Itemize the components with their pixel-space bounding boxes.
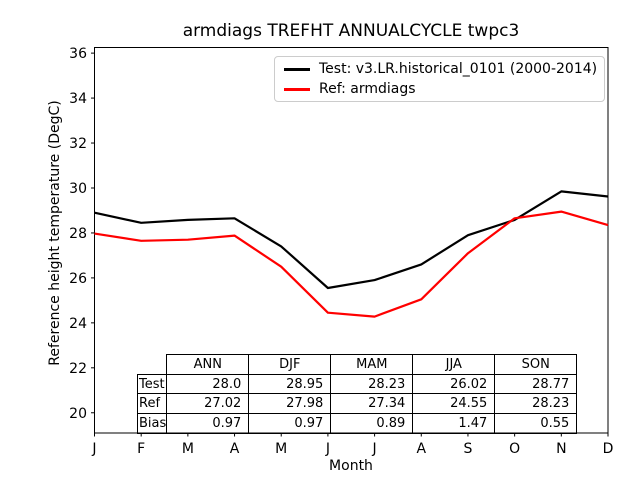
stats-cell: 28.0 (166, 373, 250, 395)
y-tick-label: 28 (69, 226, 87, 242)
x-tick-label: J (372, 441, 377, 457)
stats-table: ANN DJF MAM JJA SON Test 28.0 28.95 28.2… (136, 354, 578, 434)
test-line-sample (284, 67, 310, 71)
stats-cell: 27.02 (166, 393, 250, 415)
stats-cell: 28.77 (494, 373, 578, 395)
x-tick-label: M (275, 441, 287, 457)
x-tick-label: A (230, 441, 240, 457)
stats-col-header: ANN (166, 354, 250, 375)
stats-row-ref: Ref 27.02 27.98 27.34 24.55 28.23 (136, 393, 578, 415)
stats-cell: 28.95 (248, 373, 332, 395)
stats-cell: 27.34 (330, 393, 414, 415)
stats-row-label: Test (136, 373, 168, 395)
x-tick-label: O (509, 441, 520, 457)
stats-cell: 28.23 (330, 373, 414, 395)
y-tick-label: 20 (69, 406, 87, 422)
legend-label-ref: Ref: armdiags (319, 81, 416, 97)
y-tick-label: 22 (69, 361, 87, 377)
stats-row-label: Ref (136, 393, 168, 415)
ref-line-sample (284, 87, 310, 91)
x-axis-label: Month (329, 458, 373, 474)
stats-header-row: ANN DJF MAM JJA SON (138, 354, 578, 375)
x-tick-label: D (603, 441, 614, 457)
stats-row-test: Test 28.0 28.95 28.23 26.02 28.77 (136, 373, 578, 395)
x-tick-label: F (137, 441, 145, 457)
x-tick-label: S (464, 441, 473, 457)
y-tick-label: 26 (69, 271, 87, 287)
y-tick-label: 34 (69, 91, 87, 107)
y-tick-label: 24 (69, 316, 87, 332)
y-tick-label: 32 (69, 136, 87, 152)
stats-corner-cell (138, 355, 167, 375)
legend-item-ref: Ref: armdiags (284, 79, 604, 99)
legend-label-test: Test: v3.LR.historical_0101 (2000-2014) (319, 61, 598, 77)
ref-line (94, 210, 609, 318)
stats-col-header: MAM (330, 354, 414, 375)
chart-title: armdiags TREFHT ANNUALCYCLE twpc3 (182, 21, 520, 41)
stats-cell: 0.97 (248, 413, 332, 434)
y-tick-label: 36 (69, 46, 87, 62)
stats-cell: 26.02 (412, 373, 496, 395)
stats-cell: 24.55 (412, 393, 496, 415)
stats-col-header: DJF (248, 354, 332, 375)
stats-col-header: SON (494, 354, 578, 375)
y-tick-label: 30 (69, 181, 87, 197)
stats-cell: 1.47 (412, 413, 496, 434)
legend: Test: v3.LR.historical_0101 (2000-2014) … (274, 56, 605, 102)
x-tick-label: J (91, 441, 96, 457)
x-tick-label: J (325, 441, 330, 457)
x-tick-label: A (416, 441, 426, 457)
legend-item-test: Test: v3.LR.historical_0101 (2000-2014) (284, 59, 604, 79)
stats-cell: 27.98 (248, 393, 332, 415)
x-tick-label: M (182, 441, 194, 457)
x-tick-label: N (556, 441, 566, 457)
stats-cell: 28.23 (494, 393, 578, 415)
stats-row-bias: Bias 0.97 0.97 0.89 1.47 0.55 (136, 413, 578, 434)
stats-cell: 0.55 (494, 413, 578, 434)
test-line (94, 190, 609, 290)
stats-cell: 0.89 (330, 413, 414, 434)
stats-col-header: JJA (412, 354, 496, 375)
stats-cell: 0.97 (166, 413, 250, 434)
stats-row-label: Bias (136, 413, 168, 434)
